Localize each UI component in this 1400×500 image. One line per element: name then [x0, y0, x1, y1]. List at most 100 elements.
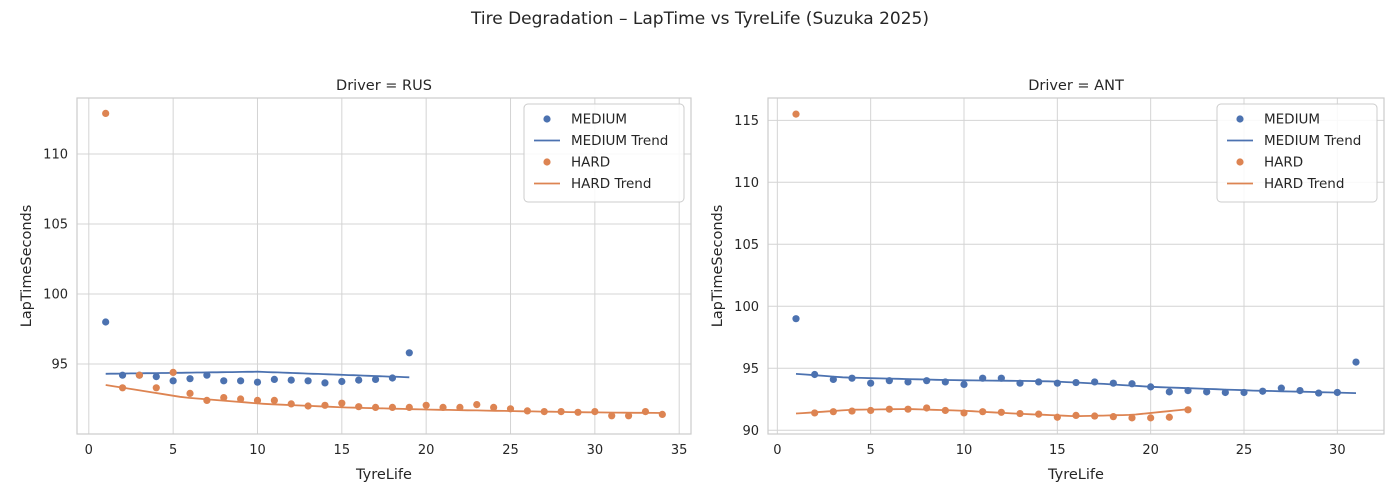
x-tick-label: 5 [867, 443, 875, 458]
x-tick-label: 20 [418, 443, 435, 458]
hard-point [848, 407, 856, 415]
legend-entry-label: HARD [571, 155, 610, 171]
hard-point [867, 406, 875, 415]
medium-point [1221, 388, 1229, 397]
medium-point [811, 370, 819, 379]
x-tick-label: 25 [1236, 443, 1253, 458]
y-tick-label: 115 [734, 114, 759, 129]
x-tick-label: 0 [85, 443, 93, 458]
medium-point [1091, 378, 1099, 386]
hard-point [885, 405, 893, 413]
medium-point [979, 374, 987, 382]
medium-point [923, 377, 931, 385]
hard-point [792, 110, 800, 118]
hard-point [304, 402, 312, 410]
medium-point [220, 377, 228, 385]
hard-point [237, 395, 245, 403]
medium-point [1165, 388, 1173, 396]
hard-point [169, 368, 177, 376]
medium-point [1277, 384, 1285, 392]
legend-marker-swatch [1236, 115, 1244, 123]
x-tick-label: 15 [1049, 443, 1066, 458]
y-axis-label: LapTimeSeconds [710, 205, 726, 328]
hard-point [979, 408, 987, 416]
hard-point [1091, 412, 1099, 420]
x-axis-label: TyreLife [355, 467, 412, 483]
hard-point [135, 371, 144, 379]
legend-entry-label: MEDIUM [571, 112, 627, 128]
hard-point [422, 401, 430, 409]
legend-box [523, 103, 685, 203]
legend: MEDIUM MEDIUM Trend HARD HARD Trend [523, 103, 685, 203]
hard-point [506, 405, 515, 413]
x-tick-label: 30 [1329, 443, 1346, 458]
hard-point [456, 403, 464, 411]
hard-point [574, 408, 582, 416]
panel-2: 0 5 10 15 20 25 30 90 95 100 105 110 115 Driver = ANT… [710, 78, 1385, 483]
medium-point [1352, 358, 1360, 366]
hard-point [1109, 413, 1117, 421]
hard-point [152, 384, 160, 392]
medium-point [1016, 379, 1024, 387]
hard-trend-line [105, 384, 663, 414]
medium-point [848, 374, 856, 382]
hard-point [321, 401, 329, 409]
hard-point [523, 407, 531, 415]
y-tick-label: 90 [742, 424, 759, 439]
panel-title: Driver = RUS [336, 78, 432, 94]
panel-1: 0 5 10 15 20 25 30 35 95 100 105 110 Driver = RUS Tyr… [19, 78, 692, 483]
medium-point [829, 375, 837, 384]
y-tick-label: 95 [51, 358, 68, 373]
medium-point [1184, 387, 1192, 395]
hard-point [641, 408, 650, 416]
y-axis-label: LapTimeSeconds [19, 205, 35, 328]
medium-point [186, 375, 194, 383]
hard-point [904, 405, 912, 413]
x-tick-label: 15 [334, 443, 351, 458]
medium-point [1240, 388, 1248, 397]
medium-point [169, 377, 177, 385]
hard-point [186, 389, 194, 397]
medium-point [304, 377, 312, 385]
medium-point [1128, 380, 1136, 388]
hard-point [287, 400, 295, 408]
hard-point [490, 403, 498, 411]
medium-point [253, 378, 262, 386]
plot-frame [767, 97, 1385, 435]
legend-entry-label: HARD Trend [1264, 176, 1344, 192]
medium-point [1203, 388, 1211, 396]
hard-point [540, 408, 548, 416]
legend: MEDIUM MEDIUM Trend HARD HARD Trend [1216, 103, 1378, 203]
hard-point [1053, 413, 1061, 421]
hard-point [371, 403, 380, 411]
medium-point [1147, 383, 1155, 391]
hard-point [1072, 411, 1080, 420]
medium-point [338, 377, 346, 386]
legend-entry-label: MEDIUM Trend [1264, 133, 1361, 149]
hard-point [591, 408, 599, 416]
hard-point [608, 412, 616, 420]
x-tick-label: 10 [249, 443, 266, 458]
medium-point [321, 379, 329, 387]
hard-point [960, 409, 968, 417]
x-tick-label: 0 [773, 443, 781, 458]
hard-point [1128, 414, 1136, 422]
hard-point [1184, 406, 1192, 414]
medium-point [1053, 379, 1061, 387]
y-tick-label: 110 [734, 176, 759, 191]
hard-point [1016, 409, 1024, 418]
legend-entry-label: HARD Trend [571, 176, 651, 192]
y-tick-label: 105 [734, 238, 759, 253]
medium-point [118, 371, 127, 379]
hard-point [473, 401, 481, 409]
medium-point [270, 375, 278, 383]
x-tick-label: 20 [1142, 443, 1159, 458]
medium-point [904, 378, 912, 386]
medium-point [1333, 388, 1341, 397]
hard-point [439, 403, 447, 411]
medium-point [102, 318, 110, 326]
hard-point [118, 384, 127, 392]
medium-point [867, 379, 875, 387]
medium-point [792, 315, 800, 323]
